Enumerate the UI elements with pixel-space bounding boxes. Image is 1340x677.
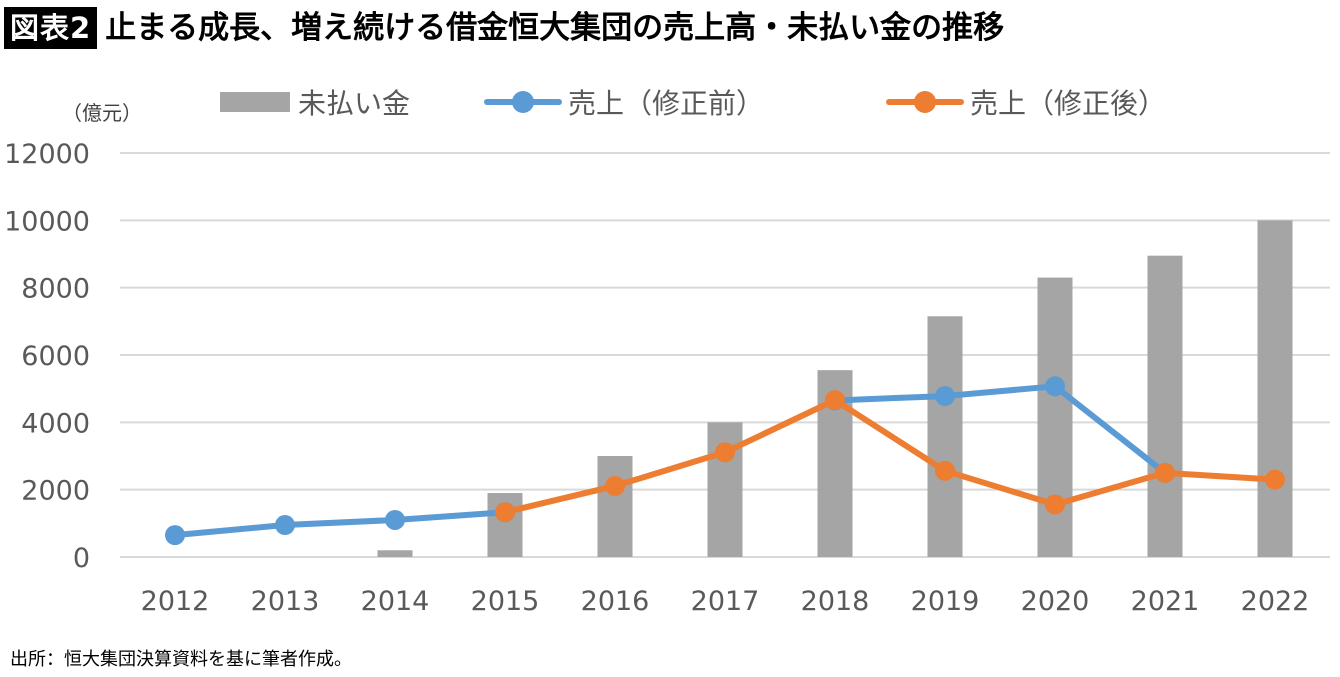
- source-note: 出所：恒大集団決算資料を基に筆者作成。: [10, 649, 352, 670]
- x-tick-label: 2014: [361, 586, 430, 617]
- y-tick-label: 8000: [21, 274, 90, 305]
- legend-swatch-bar: [220, 92, 290, 112]
- legend-item-unpaid: 未払い金: [220, 80, 410, 124]
- x-tick-label: 2013: [251, 586, 320, 617]
- data-point-sales-after: [1045, 494, 1065, 515]
- legend-label-unpaid: 未払い金: [298, 87, 411, 120]
- data-point-sales-before: [165, 525, 185, 546]
- data-point-sales-after: [825, 390, 845, 411]
- x-tick-label: 2015: [471, 586, 540, 617]
- legend-swatch-line-orange: [886, 90, 964, 114]
- bar: [1037, 277, 1073, 557]
- series-line-sales-before: [832, 383, 1168, 476]
- data-point-sales-before: [935, 386, 955, 407]
- data-point-sales-after: [715, 442, 735, 463]
- bar: [1147, 255, 1183, 557]
- y-tick-label: 2000: [21, 476, 90, 507]
- series-line-sales-after: [502, 397, 1278, 516]
- x-tick-label: 2016: [581, 586, 650, 617]
- data-point-sales-before: [275, 515, 295, 536]
- data-point-sales-after: [1265, 469, 1285, 490]
- chart-plot-area: 0 2000 4000 6000 8000 10000 12000 2012 2013 2014 2…: [4, 139, 1330, 617]
- legend-label-sales-after: 売上（修正後）: [970, 87, 1167, 120]
- data-point-sales-after: [495, 502, 515, 523]
- bar: [927, 316, 963, 557]
- x-tick-label: 2018: [801, 586, 870, 617]
- legend-item-sales-after: 売上（修正後）: [886, 80, 1166, 124]
- chart-legend: 未払い金 売上（修正前） 売上（修正後）: [0, 80, 1340, 124]
- bar: [1257, 220, 1293, 558]
- x-tick-label: 2021: [1131, 586, 1200, 617]
- figure-header: 図表2 止まる成長、増え続ける借金恒大集団の売上高・未払い金の推移: [0, 6, 1004, 50]
- data-point-sales-after: [1155, 462, 1175, 483]
- bar: [377, 550, 413, 557]
- y-tick-label: 6000: [21, 341, 90, 372]
- series-line-sales-before: [172, 509, 508, 539]
- x-tick-label: 2022: [1241, 586, 1310, 617]
- y-tick-label: 10000: [4, 206, 90, 237]
- data-point-sales-after: [605, 475, 625, 496]
- y-axis-unit-label: （億元）: [62, 101, 142, 125]
- chart-title: 止まる成長、増え続ける借金恒大集団の売上高・未払い金の推移: [105, 10, 1005, 46]
- x-tick-label: 2020: [1021, 586, 1090, 617]
- y-tick-label: 4000: [21, 408, 90, 439]
- data-point-sales-after: [935, 460, 955, 481]
- legend-label-sales-before: 売上（修正前）: [568, 87, 765, 120]
- data-point-sales-before: [1045, 376, 1065, 397]
- bar: [597, 456, 633, 557]
- legend-item-sales-before: 売上（修正前）: [484, 80, 764, 124]
- x-tick-label: 2012: [141, 586, 210, 617]
- legend-swatch-line-blue: [484, 90, 562, 114]
- x-tick-label: 2019: [911, 586, 980, 617]
- y-tick-label: 0: [73, 543, 90, 574]
- data-point-sales-before: [385, 509, 405, 530]
- x-tick-label: 2017: [691, 586, 760, 617]
- y-tick-label: 12000: [4, 139, 90, 170]
- figure-number-badge: 図表2: [4, 7, 98, 49]
